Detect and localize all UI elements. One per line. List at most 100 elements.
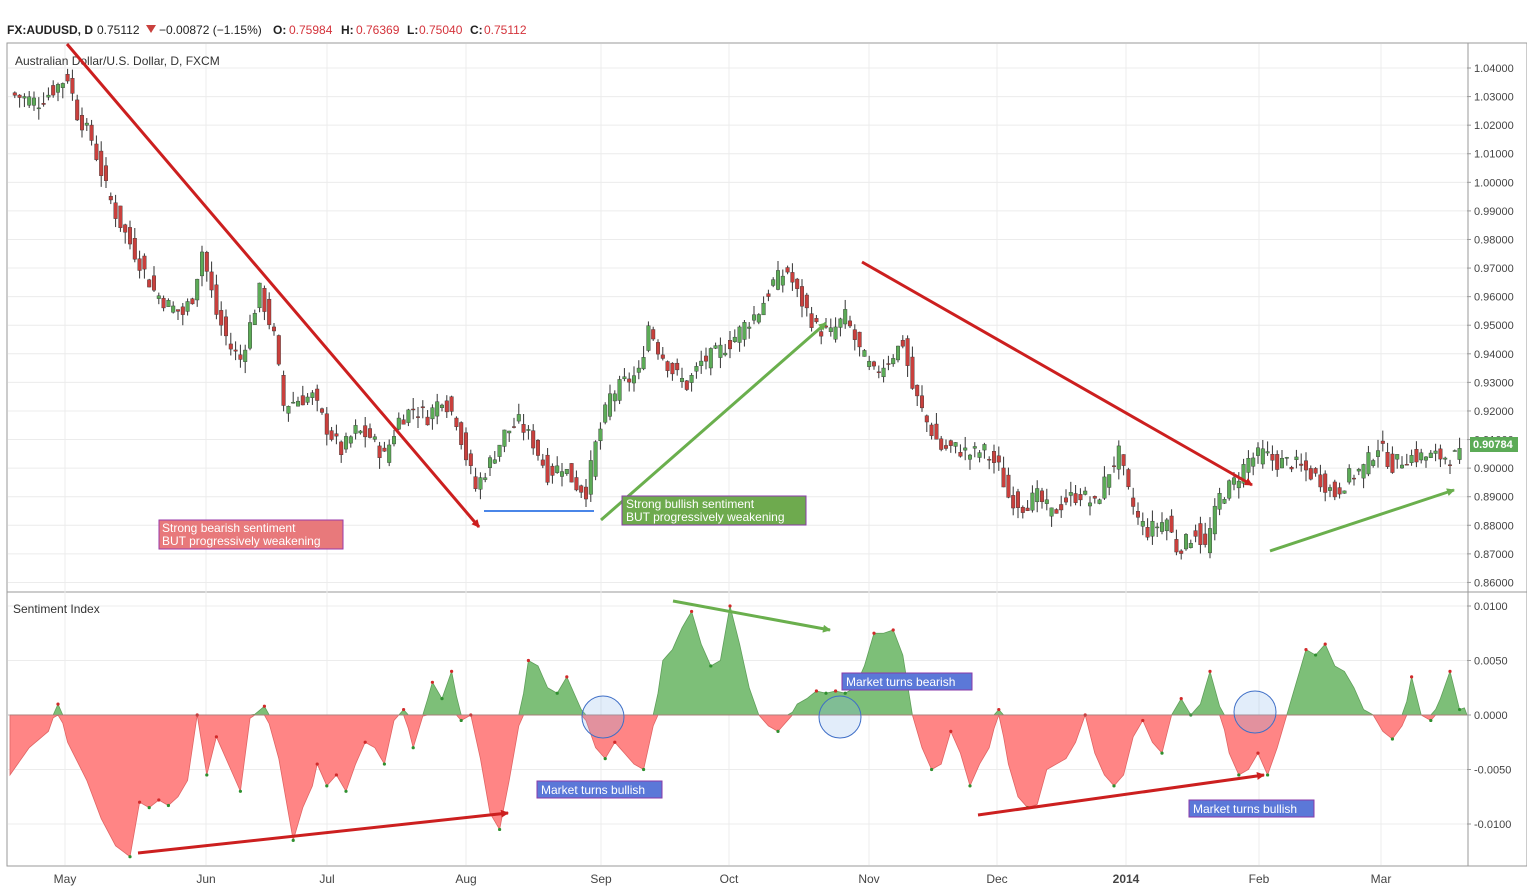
candle-up	[1265, 451, 1270, 454]
sentiment-extremum-dot	[138, 800, 142, 804]
candle-down	[512, 426, 517, 428]
candle-down	[795, 278, 800, 289]
sentiment-extremum-dot	[334, 773, 338, 777]
price-axis-label: 0.88000	[1474, 520, 1514, 532]
candle-up	[1279, 458, 1284, 469]
candle-up	[1035, 488, 1040, 503]
candle-down	[272, 326, 277, 332]
bullish-note-line-2: BUT progressively weakening	[626, 510, 785, 524]
divergence-arrow-right	[977, 772, 1265, 817]
sentiment-extremum-dot	[56, 702, 60, 706]
sentiment-extremum-dot	[997, 707, 1001, 712]
candle-up	[1457, 448, 1462, 460]
candle-down	[1001, 467, 1006, 488]
turn-bullish-box-1	[536, 780, 663, 799]
candle-down	[766, 293, 771, 297]
candle-down	[1289, 467, 1294, 470]
last-price-badge	[1470, 437, 1518, 452]
turn-bearish-text: Market turns bearish	[846, 675, 955, 689]
candle-down	[536, 439, 541, 456]
candle-up	[632, 375, 637, 384]
candle-down	[118, 205, 123, 228]
candle-up	[358, 430, 363, 434]
sentiment-extremum-dot	[1304, 648, 1308, 652]
sentiment-extremum-dot	[776, 729, 780, 733]
low-value: 0.75040	[419, 23, 463, 37]
sentiment-axis-label: 0.0050	[1474, 656, 1508, 668]
candle-down	[670, 362, 675, 375]
candle-up	[1217, 493, 1222, 510]
candle-down	[905, 338, 910, 366]
time-axis-label: Jul	[319, 872, 334, 886]
sentiment-extremum-dot	[824, 691, 828, 695]
sentiment-extremum-dot	[1179, 697, 1183, 701]
candle-up	[348, 436, 353, 444]
candle-down	[1145, 527, 1150, 538]
candle-down	[300, 395, 305, 406]
candle-up	[36, 107, 41, 110]
price-axis-label: 1.01000	[1474, 149, 1514, 161]
price-axis-label: 0.98000	[1474, 234, 1514, 246]
candle-down	[94, 143, 99, 160]
sentiment-extremum-dot	[238, 789, 242, 793]
candle-up	[257, 282, 262, 309]
main-pane-title: Australian Dollar/U.S. Dollar, D, FXCM	[15, 54, 220, 68]
candle-up	[1294, 456, 1299, 461]
sentiment-extremum-dot	[402, 707, 406, 712]
sentiment-extremum-dot	[166, 803, 170, 808]
candle-down	[1313, 468, 1318, 474]
time-axis-label: Oct	[720, 872, 739, 886]
low-label: L:	[407, 23, 418, 37]
candle-down	[1039, 490, 1044, 502]
candle-up	[243, 349, 248, 362]
candle-up	[708, 348, 713, 369]
candle-up	[977, 452, 982, 458]
candle-up	[603, 404, 608, 423]
candle-down	[1092, 496, 1097, 499]
candle-down	[65, 74, 70, 82]
last-price: 0.75112	[97, 23, 140, 37]
candle-up	[622, 376, 627, 380]
candle-down	[992, 451, 997, 463]
sentiment-extremum-dot	[930, 767, 934, 772]
candle-up	[1155, 526, 1160, 529]
candle-down	[1073, 493, 1078, 503]
candle-down	[1020, 506, 1025, 513]
sentiment-extremum-dot	[1112, 784, 1116, 788]
candle-down	[728, 340, 733, 350]
bearish-trend-arrow	[65, 43, 481, 528]
candle-down	[1111, 465, 1116, 467]
candle-down	[1332, 481, 1337, 498]
candle-up	[680, 378, 685, 382]
candle-up	[718, 344, 723, 358]
candle-down	[1169, 515, 1174, 533]
candle-up	[1347, 468, 1352, 483]
sentiment-extremum-dot	[526, 658, 531, 663]
symbol-label: FX:AUDUSD, D	[7, 23, 93, 37]
candle-up	[1159, 522, 1164, 532]
sentiment-negative-area	[9, 713, 1467, 858]
candle-up	[972, 446, 977, 449]
candle-down	[540, 459, 545, 466]
candle-down	[401, 419, 406, 425]
candle-up	[1327, 487, 1332, 491]
close-value: 0.75112	[484, 23, 527, 37]
price-axis-label: 0.94000	[1474, 349, 1514, 361]
candle-up	[185, 301, 190, 312]
candle-down	[1323, 473, 1328, 493]
candle-down	[363, 425, 368, 438]
candle-down	[1121, 454, 1126, 466]
sentiment-extremum-dot	[613, 740, 617, 744]
candle-down	[704, 355, 709, 362]
candle-down	[113, 202, 118, 219]
price-axis-label: 0.90000	[1474, 463, 1514, 475]
sentiment-extremum-dot	[291, 838, 295, 842]
sentiment-extremum-dot	[363, 740, 367, 744]
candle-down	[219, 310, 224, 326]
candle-down	[1390, 453, 1395, 473]
candle-up	[1443, 457, 1448, 460]
candle-down	[444, 400, 449, 413]
candle-up	[27, 96, 32, 106]
candle-down	[324, 413, 329, 435]
candle-up	[1356, 468, 1361, 472]
